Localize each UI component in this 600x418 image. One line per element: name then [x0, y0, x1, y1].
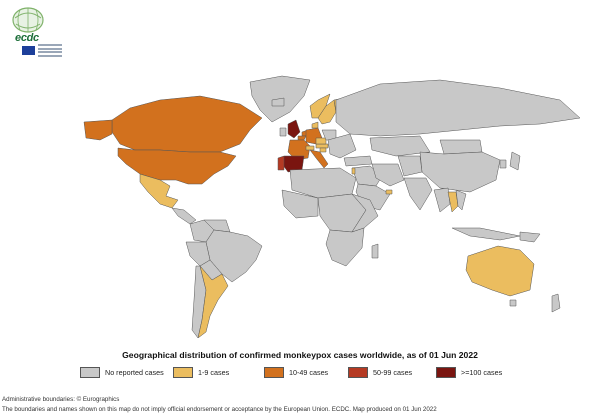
country-switzerland [305, 145, 315, 151]
country-korea [499, 159, 507, 169]
country-canada [111, 95, 263, 153]
country-turkey [343, 155, 373, 167]
legend-swatch [436, 366, 456, 378]
country-united-states [117, 147, 237, 185]
map-title: Geographical distribution of confirmed m… [122, 350, 478, 360]
country-tasmania [509, 299, 517, 307]
legend-item-none: No reported cases [80, 366, 164, 378]
country-central-asia [397, 155, 423, 177]
country-china [419, 151, 501, 193]
country-italy [309, 149, 329, 169]
footer-disclaimer: The boundaries and names shown on this m… [2, 406, 437, 413]
country-north-africa [289, 167, 357, 199]
eu-flag-icon [22, 46, 35, 55]
country-denmark [311, 121, 319, 129]
country-france [287, 139, 311, 161]
country-czechia [315, 137, 327, 145]
legend-swatch [173, 366, 193, 378]
country-papua-new-guinea [519, 231, 541, 243]
country-southern-africa [325, 227, 365, 267]
country-indonesia [451, 227, 521, 241]
country-japan [509, 151, 521, 171]
country-austria [315, 143, 329, 149]
country-united-arab-emirates [385, 189, 393, 195]
country-new-zealand [551, 293, 561, 313]
country-australia [465, 245, 535, 297]
country-central-america [171, 207, 197, 225]
country-argentina [197, 265, 229, 338]
legend-item-100-plus: >=100 cases [436, 366, 502, 378]
country-iceland [271, 97, 285, 107]
country-madagascar [371, 243, 379, 259]
country-israel [351, 167, 356, 175]
country-mexico [139, 173, 179, 209]
legend-item-10-49: 10-49 cases [264, 366, 328, 378]
footer-boundaries: Administrative boundaries: © Eurographic… [2, 396, 120, 403]
legend-label: 10-49 cases [289, 367, 329, 377]
logo-text: ecdc [15, 32, 39, 44]
legend-label: >=100 cases [461, 367, 503, 377]
country-eastern-europe [327, 133, 357, 159]
legend-item-1-9: 1-9 cases [173, 366, 229, 378]
legend-label: No reported cases [105, 367, 164, 377]
legend-swatch [348, 366, 368, 378]
country-portugal [277, 155, 285, 171]
country-iran [371, 163, 405, 187]
country-india [403, 177, 433, 211]
country-vietnam [455, 189, 467, 211]
map-legend: No reported cases 1-9 cases 10-49 cases … [80, 366, 580, 380]
country-southeast-asia [433, 187, 451, 213]
country-united-kingdom [287, 119, 301, 139]
country-kazakhstan [369, 135, 431, 157]
country-ireland [279, 127, 287, 137]
ecdc-logo: ecdc [6, 4, 62, 58]
country-belgium [297, 135, 307, 141]
legend-swatch [80, 366, 100, 378]
country-alaska [83, 119, 113, 141]
ecdc-globe-icon [12, 7, 44, 33]
legend-label: 1-9 cases [198, 367, 230, 377]
world-map [83, 75, 581, 338]
country-mongolia [439, 139, 483, 155]
legend-swatch [264, 366, 284, 378]
logo-subtext [38, 44, 62, 58]
country-west-africa [281, 189, 319, 219]
country-slovenia [319, 147, 327, 153]
legend-item-50-99: 50-99 cases [348, 366, 412, 378]
legend-label: 50-99 cases [373, 367, 413, 377]
country-russia [335, 79, 581, 137]
